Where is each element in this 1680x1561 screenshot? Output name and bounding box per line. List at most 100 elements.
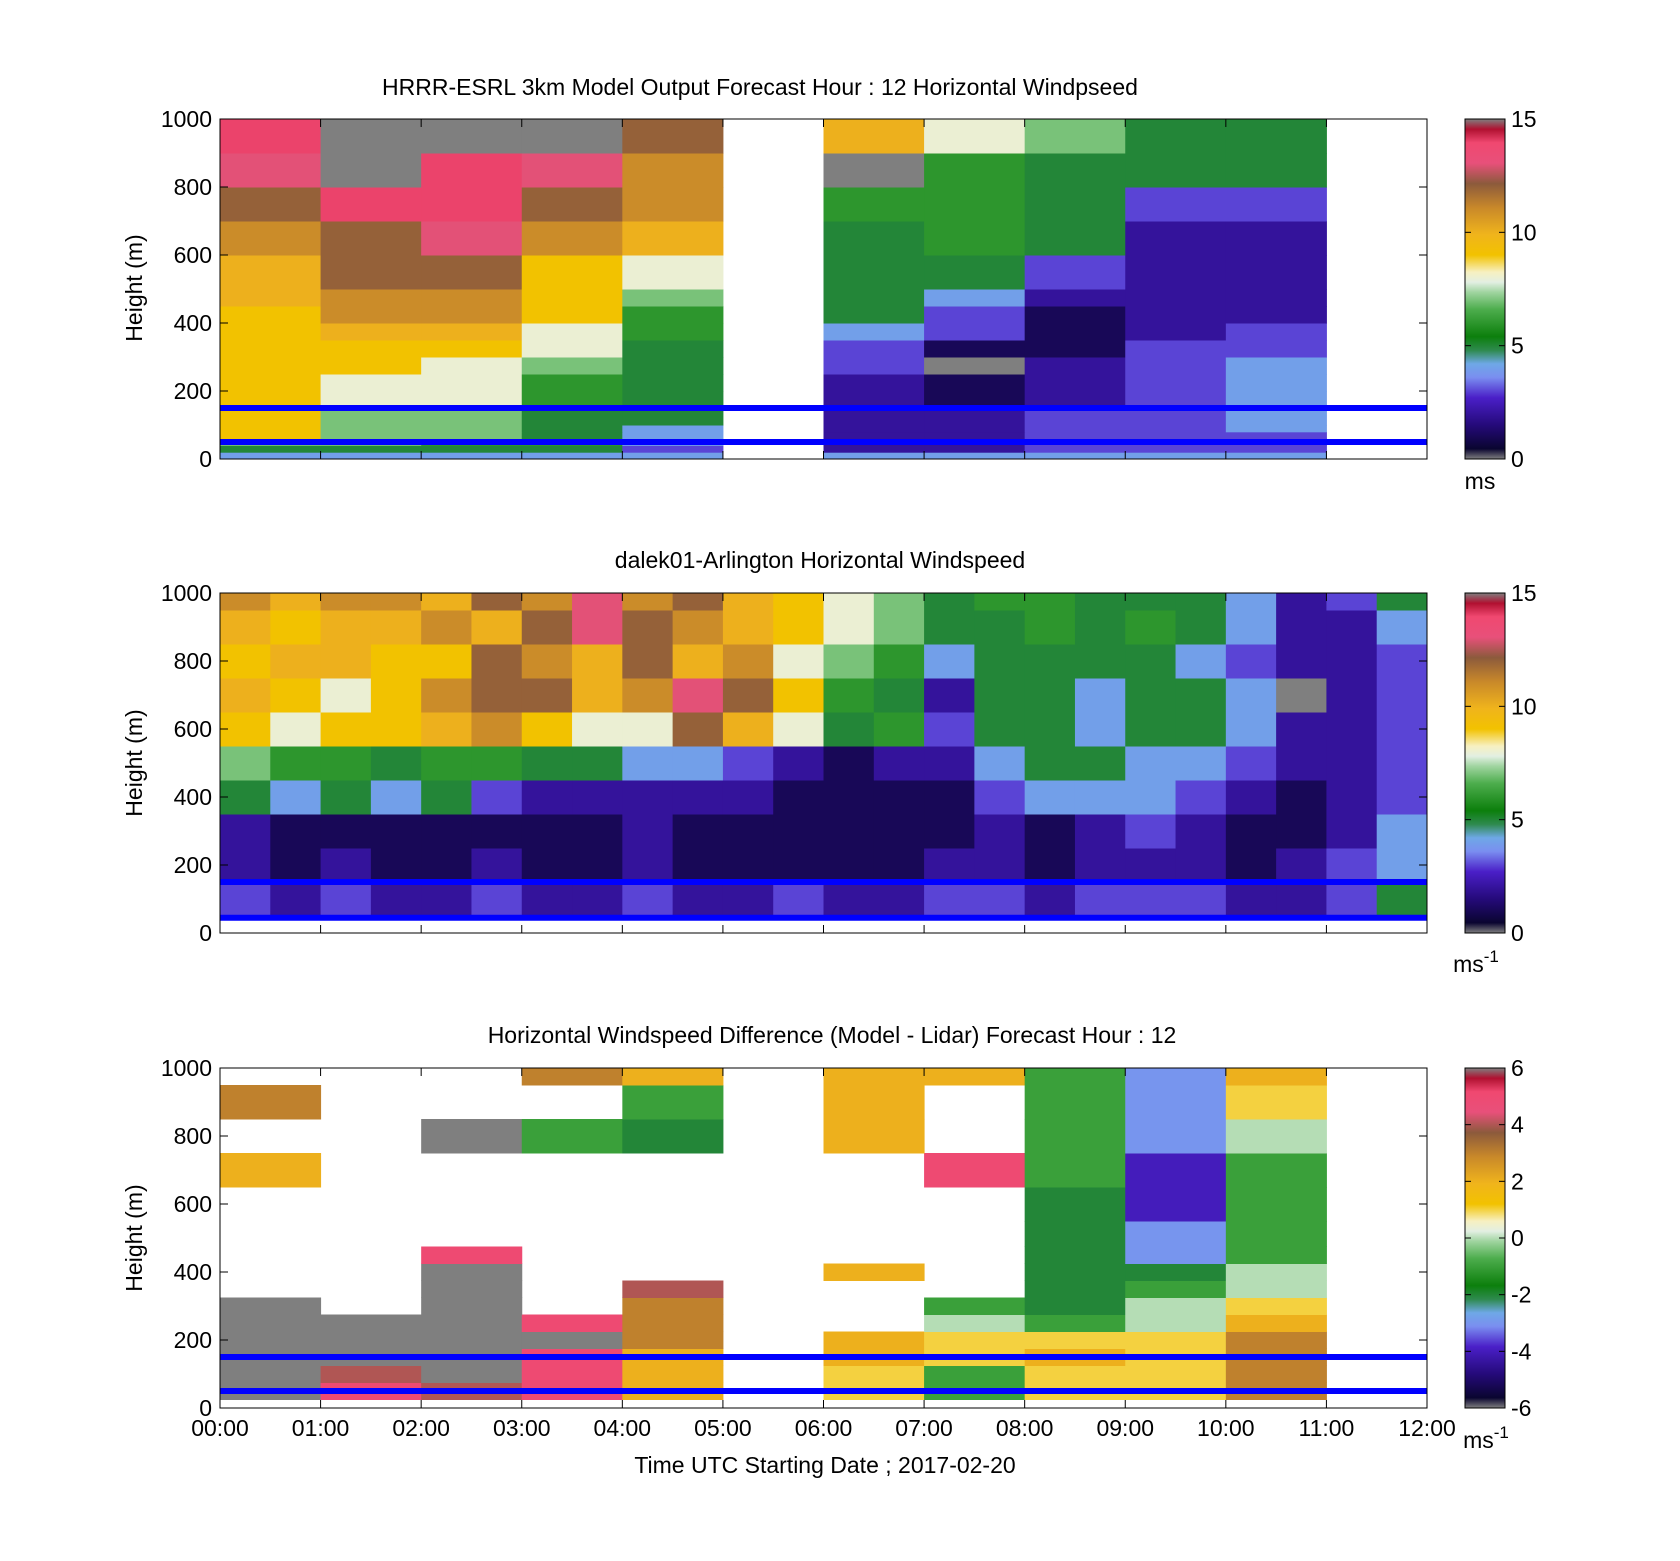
y-tick-label: 600 [174,716,212,742]
heatmap-cell [320,357,422,375]
heatmap-cell [220,882,271,917]
heatmap-cell [1125,425,1227,433]
heatmap-cell [270,848,322,883]
heatmap-cell [421,357,523,375]
heatmap-cell [270,780,322,815]
heatmap-cell [471,814,523,849]
panel-lidar-plot: 0 200 400 600 800 1000 [161,580,1428,946]
heatmap-cell [370,746,422,781]
heatmap-cell [572,746,623,781]
heatmap-cell [823,678,875,713]
heatmap-cell [1225,814,1277,849]
heatmap-cell [1125,340,1227,358]
heatmap-cell [974,848,1026,883]
heatmap-cell [823,431,925,440]
heatmap-cell [823,1365,925,1383]
heatmap-cell [1125,593,1177,611]
heatmap-cell [370,678,422,713]
heatmap-cell [370,644,422,679]
heatmap-cell [1326,610,1378,645]
heatmap-cell [873,678,925,713]
heatmap-cell [1024,452,1126,460]
colorbar-tick-label: -4 [1511,1338,1532,1364]
heatmap-cell [1125,1153,1227,1188]
heatmap-cell [421,289,523,307]
y-tick-label: 200 [174,1327,212,1353]
heatmap-cell [622,610,674,645]
heatmap-cell [1125,1263,1227,1281]
heatmap-cell [773,780,824,815]
heatmap-cell [421,408,523,426]
heatmap-cell [1225,593,1277,611]
heatmap-cell [924,814,975,849]
heatmap-cell [622,780,674,815]
heatmap-cell [924,323,1026,341]
colorbar-tick-label: 10 [1511,219,1537,245]
heatmap-cell [1225,221,1327,256]
heatmap-cell [421,780,472,815]
heatmap-cell [1024,119,1126,154]
colorbar-tick-label: 0 [1511,920,1524,946]
heatmap-cell [521,712,573,747]
heatmap-cell [622,445,724,453]
heatmap-cell [924,712,975,747]
heatmap-cell [1225,1314,1327,1332]
heatmap-cell [1225,678,1277,713]
heatmap-cell [1276,848,1327,883]
heatmap-cell [421,431,523,440]
heatmap-cell [471,882,523,917]
heatmap-cell [270,610,322,645]
heatmap-cell [773,712,824,747]
panel-lidar-colorbar-unit-base: ms [1453,951,1484,977]
panel-difference-ylabel: Height (m) [121,1184,147,1291]
heatmap-cell [220,780,271,815]
heatmap-cell [873,780,925,815]
heatmap-cell [1225,882,1277,917]
heatmap-cell [773,746,824,781]
x-tick-label: 06:00 [795,1415,853,1441]
heatmap-cell [622,1068,724,1086]
heatmap-cell [220,323,322,341]
heatmap-cell [521,746,573,781]
heatmap-cell [270,712,322,747]
heatmap-cell [421,445,523,453]
heatmap-cell [672,644,724,679]
y-tick-label: 600 [174,1191,212,1217]
heatmap-cell [622,340,724,358]
heatmap-cell [421,1263,523,1281]
heatmap-cell [521,431,623,440]
heatmap-cell [622,289,724,307]
heatmap-cell [220,445,322,453]
heatmap-cell [924,391,1026,409]
heatmap-cell [1125,289,1227,307]
heatmap-cell [421,1119,523,1154]
heatmap-cell [823,357,925,375]
heatmap-cell [1225,1246,1327,1264]
heatmap-cell [974,780,1026,815]
heatmap-cell [924,882,975,917]
panel-model-colorbar-unit: ms [1465,468,1496,494]
heatmap-cell [1225,610,1277,645]
heatmap-cell [1125,1331,1227,1349]
heatmap-cell [220,1331,322,1349]
heatmap-cell [320,882,372,917]
heatmap-cell [622,323,724,341]
heatmap-cell [1175,712,1227,747]
heatmap-cell [521,848,573,883]
heatmap-cell [1376,593,1428,611]
heatmap-cell [521,445,623,453]
heatmap-cell [773,593,824,611]
heatmap-cell [1024,255,1126,290]
heatmap-cell [622,678,674,713]
colorbar-tick-label: 4 [1511,1112,1524,1138]
heatmap-cell [1125,610,1177,645]
panel-lidar-colorbar-unit: ms-1 [1453,947,1499,977]
heatmap-cell [1074,848,1126,883]
heatmap-cell [924,306,1026,324]
heatmap-cells [220,1068,1327,1400]
heatmap-cell [521,452,623,460]
heatmap-cell [622,814,674,849]
y-tick-label: 400 [174,1259,212,1285]
heatmap-cell [924,431,1026,440]
heatmap-cell [924,119,1026,154]
